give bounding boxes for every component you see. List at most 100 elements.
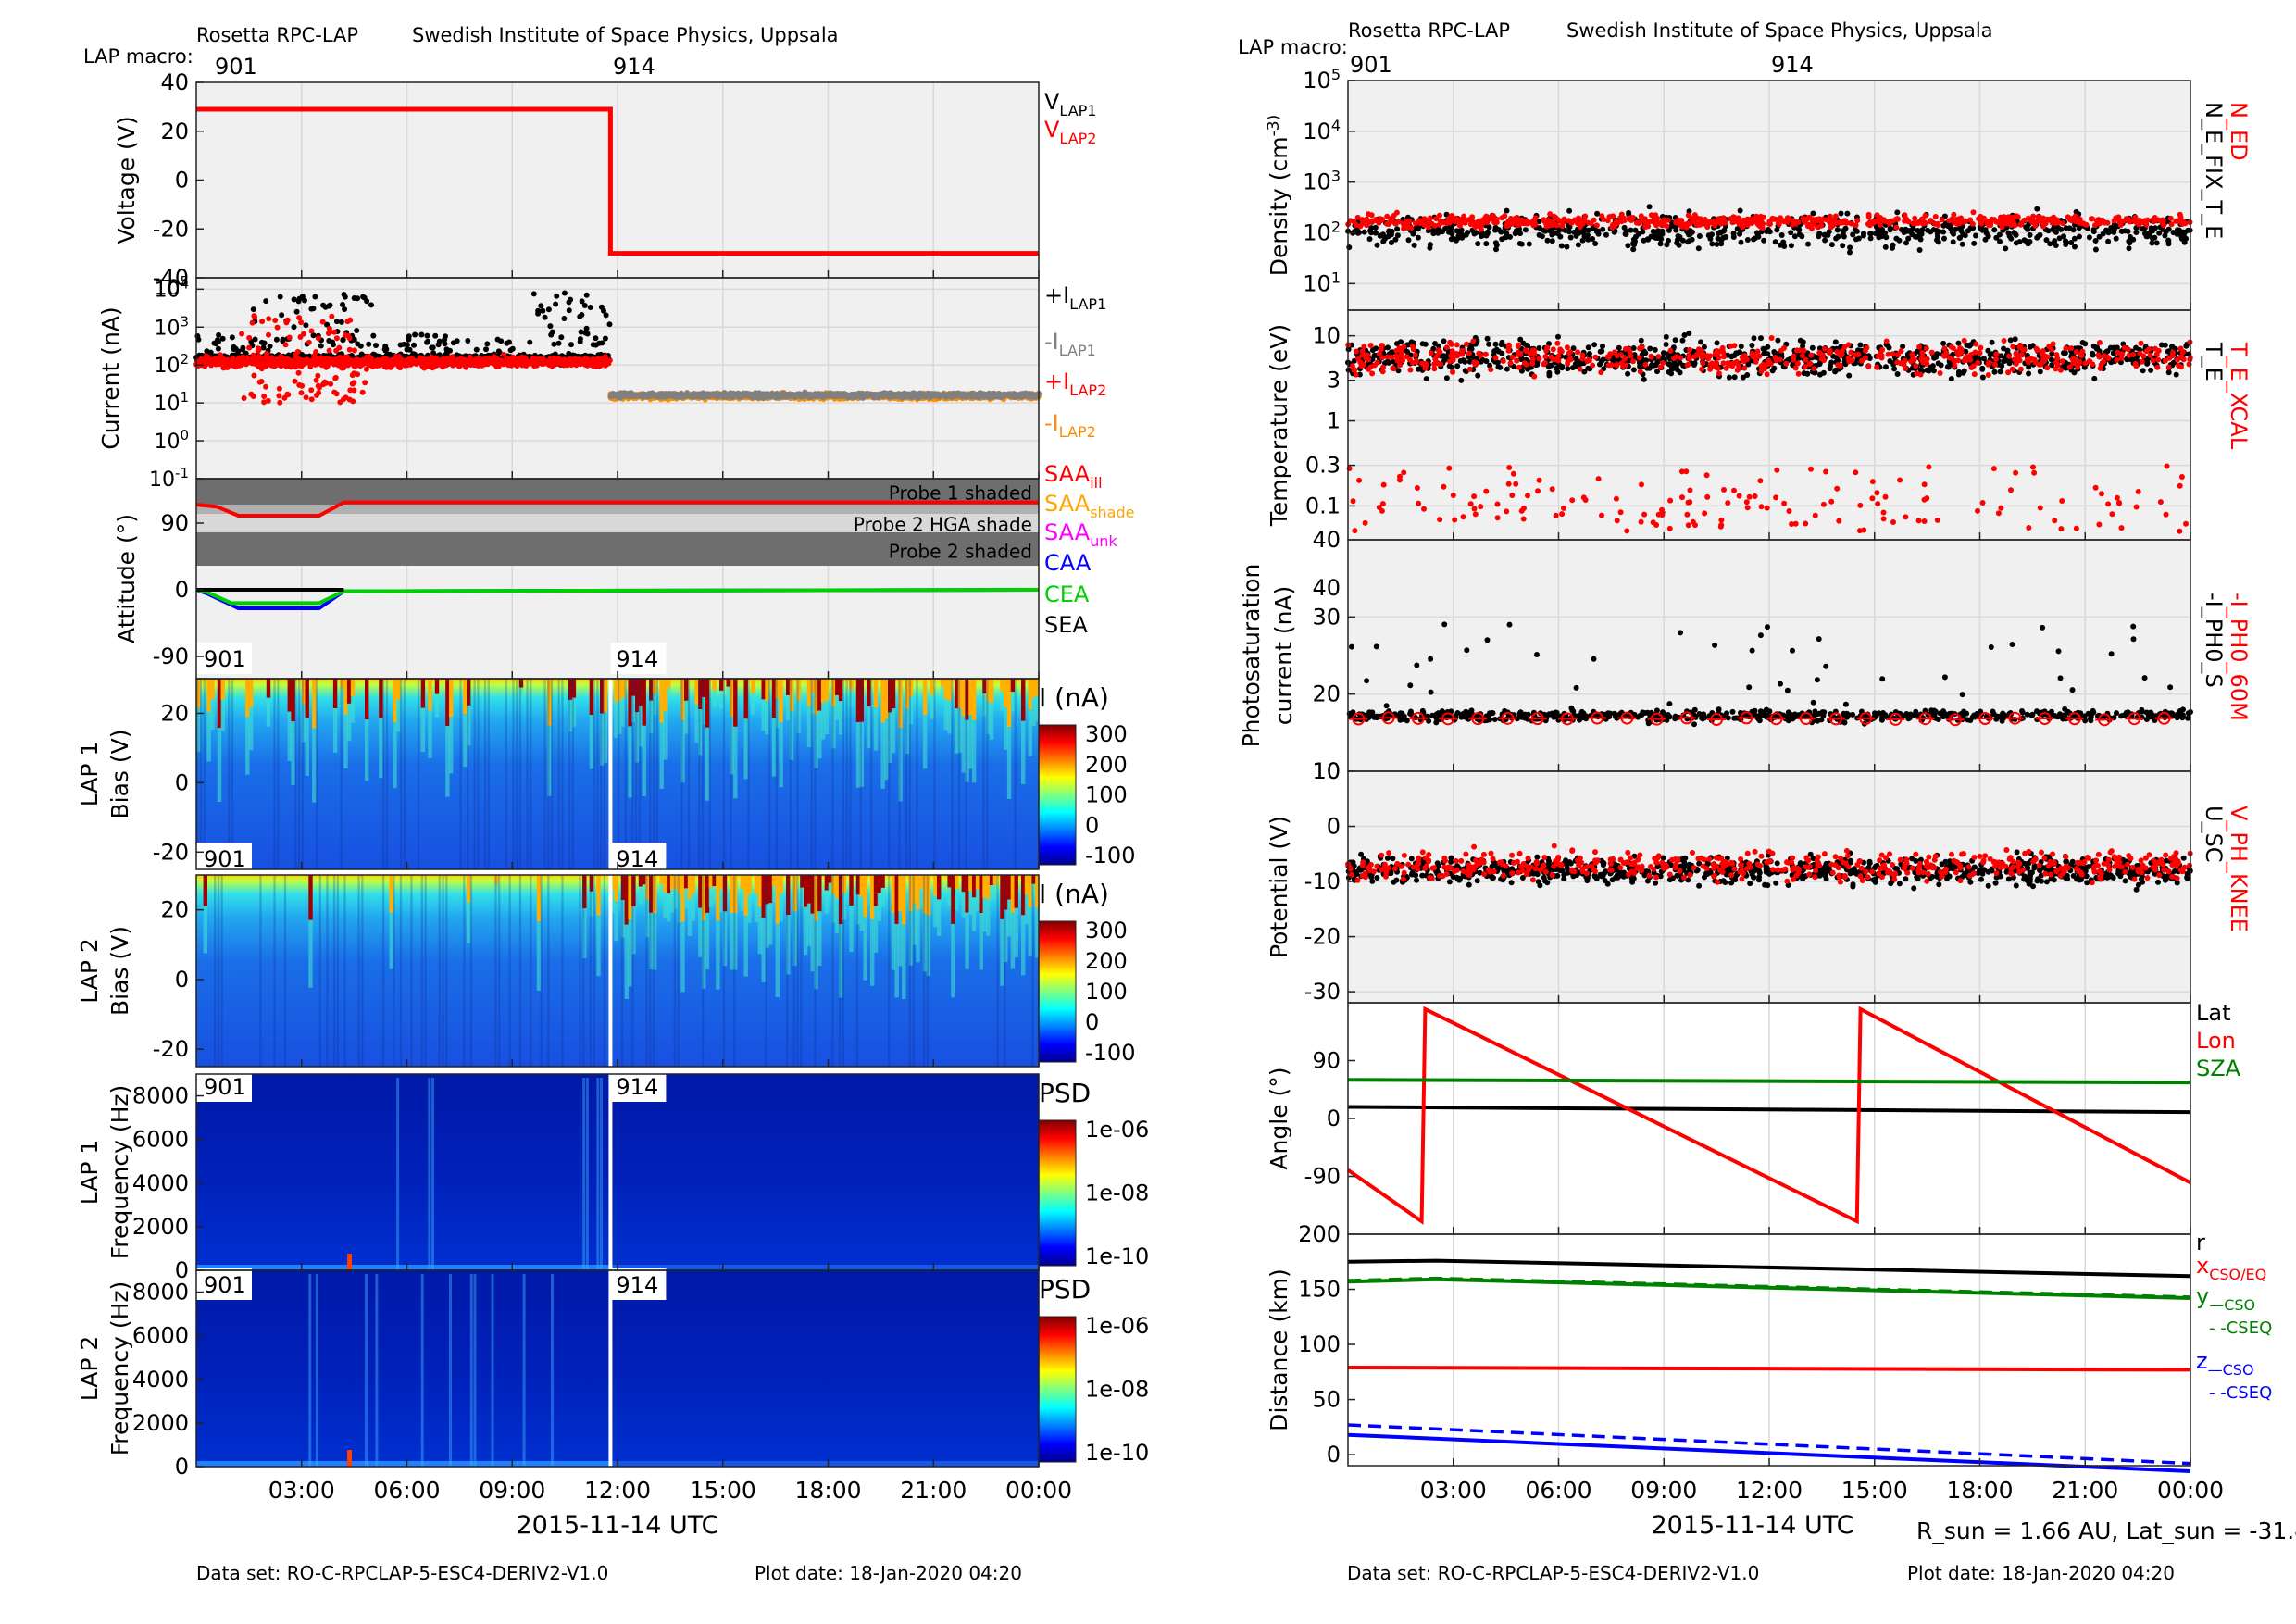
heatmap-cell [449, 1274, 452, 1467]
heatmap-cell [824, 890, 830, 914]
heatmap-cell [667, 893, 671, 922]
heatmap-cell [638, 679, 643, 706]
heatmap-cell [424, 1461, 429, 1467]
heatmap-cell [838, 1461, 843, 1467]
heatmap-cell [989, 885, 994, 901]
heatmap-cell [330, 1461, 334, 1467]
heatmap-cell [747, 893, 752, 923]
heatmap-cell [810, 1265, 815, 1270]
heatmap-cell [810, 693, 815, 714]
heatmap-cell [554, 1265, 559, 1270]
heatmap-cell [849, 1461, 854, 1467]
heatmap-cell [463, 1461, 468, 1467]
heatmap-cell [765, 904, 769, 948]
heatmap-cell [610, 1265, 615, 1270]
scatter-point [333, 319, 340, 325]
heatmap-cell [873, 1461, 879, 1467]
heatmap-cell [1028, 1461, 1032, 1467]
heatmap-cell [940, 1461, 945, 1467]
heatmap-cell [382, 679, 385, 869]
heatmap-cell [628, 1461, 632, 1467]
heatmap-cell [996, 875, 999, 1067]
heatmap-cell [680, 1265, 685, 1270]
scatter-point [326, 347, 332, 354]
scatter-point [277, 294, 283, 300]
heatmap-cell [849, 689, 854, 706]
heatmap-cell [845, 679, 848, 869]
heatmap-cell [824, 701, 830, 734]
scatter-point [204, 348, 210, 355]
heatmap-cell [350, 679, 356, 696]
heatmap-cell [722, 875, 726, 1067]
heatmap-cell [820, 679, 826, 704]
scatter-point [406, 336, 412, 343]
heatmap-cell [702, 679, 705, 869]
heatmap-cell [792, 875, 795, 1067]
scatter-point [252, 336, 258, 343]
heatmap-cell [867, 1265, 871, 1270]
heatmap-cell [761, 1461, 766, 1467]
heatmap-cell [937, 1265, 942, 1270]
heatmap-cell [620, 900, 626, 938]
heatmap-cell [273, 875, 276, 1067]
heatmap-cell [298, 679, 301, 869]
heatmap-cell [217, 875, 220, 1067]
scatter-point [341, 292, 347, 297]
scatter-point [382, 344, 389, 349]
heatmap-cell [726, 1461, 730, 1467]
heatmap-cell [757, 906, 763, 955]
heatmap-cell [533, 1461, 538, 1467]
heatmap-cell [452, 1461, 457, 1467]
heatmap-cell [937, 899, 942, 936]
scatter-point [606, 321, 613, 328]
heatmap-cell [908, 679, 914, 697]
heatmap-cell [467, 1461, 471, 1467]
heatmap-cell [452, 1265, 457, 1270]
heatmap-cell [855, 894, 861, 925]
heatmap-cell [916, 679, 918, 869]
scatter-point [263, 383, 269, 390]
heatmap-cell [775, 679, 778, 869]
heatmap-cell [961, 1265, 966, 1270]
heatmap-cell [494, 883, 499, 897]
heatmap-cell [281, 1265, 285, 1270]
heatmap-cell [589, 679, 594, 716]
heatmap-cell [526, 679, 529, 869]
heatmap-cell [814, 1461, 818, 1467]
scatter-point [401, 359, 407, 365]
heatmap-cell [680, 679, 685, 720]
heatmap-cell [210, 1265, 215, 1270]
heatmap-cell [965, 875, 969, 913]
heatmap-cell [1028, 709, 1032, 756]
heatmap-cell [551, 1265, 555, 1270]
heatmap-cell [399, 1265, 405, 1270]
heatmap-cell [838, 924, 843, 998]
heatmap-cell [730, 875, 734, 913]
heatmap-cell [467, 1265, 471, 1270]
heatmap-cell [838, 701, 843, 735]
heatmap-cell [779, 679, 783, 722]
heatmap-cell [434, 1461, 440, 1467]
heatmap-cell [817, 911, 822, 966]
scatter-point [264, 350, 269, 356]
heatmap-cell [406, 1461, 411, 1467]
heatmap-cell [414, 1461, 418, 1467]
heatmap-cell [943, 679, 948, 700]
scatter-point [293, 352, 299, 357]
heatmap-cell [722, 875, 728, 912]
heatmap-cell [722, 1265, 728, 1270]
heatmap-cell [512, 1265, 517, 1270]
heatmap-cell [691, 875, 695, 893]
heatmap-cell [968, 1265, 973, 1270]
heatmap-cell [424, 875, 427, 1067]
heatmap-cell [1014, 1461, 1018, 1467]
heatmap-cell [835, 679, 840, 695]
heatmap-cell [628, 1265, 632, 1270]
heatmap-cell [835, 875, 840, 899]
heatmap-cell [473, 1274, 477, 1467]
heatmap-cell [716, 875, 720, 921]
heatmap-cell [743, 718, 748, 780]
heatmap-cell [867, 1461, 871, 1467]
heatmap-cell [256, 1265, 260, 1270]
heatmap-cell [943, 1461, 948, 1467]
